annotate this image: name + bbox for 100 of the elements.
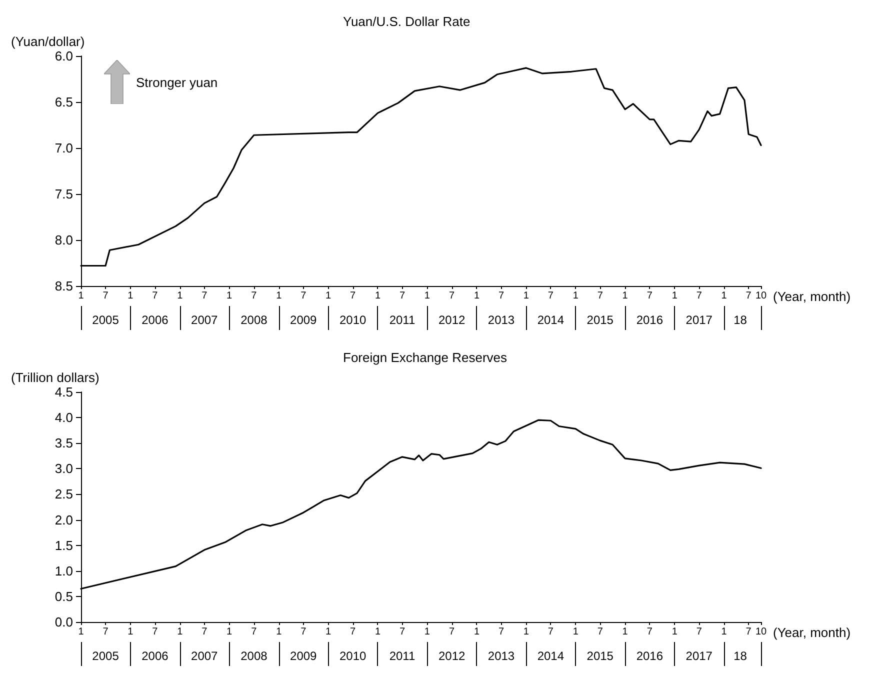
x-tick-label: 1 — [424, 290, 430, 302]
x2-tick-label: 2005 — [92, 649, 120, 663]
x2-tick-label: 2009 — [290, 649, 318, 663]
x-tick-label: 7 — [746, 290, 752, 302]
x2-tick-label: 2005 — [92, 313, 120, 327]
x2-tick-label: 2008 — [240, 313, 268, 327]
x-tick-label: 7 — [548, 290, 554, 302]
x-tick-label: 7 — [597, 626, 604, 638]
x-tick-label: 7 — [646, 290, 653, 302]
x-tick-label: 1 — [424, 626, 430, 638]
x-tick-label: 1 — [721, 290, 728, 302]
x-tick-label: 1 — [622, 290, 628, 302]
x-tick-label: 1 — [474, 626, 480, 638]
x-tick-label: 7 — [498, 290, 504, 302]
x2-tick-label: 2011 — [389, 313, 416, 327]
y-tick-label: 7.0 — [54, 140, 73, 156]
x2-tick-label: 2010 — [339, 313, 366, 327]
x-tick-label: 7 — [350, 626, 356, 638]
x-tick-label: 7 — [498, 626, 504, 638]
x-tick-label: 7 — [202, 626, 208, 638]
x2-tick-label: 2016 — [636, 313, 664, 327]
x-tick-label: 7 — [251, 626, 258, 638]
x2-tick-label: 2013 — [488, 313, 515, 327]
x-tick-label: 1 — [177, 626, 184, 638]
x2-tick-label: 2016 — [636, 649, 664, 663]
x-tick-label: 1 — [572, 290, 579, 302]
x-tick-label: 7 — [746, 626, 752, 638]
x2-tick-label: 2009 — [290, 313, 318, 327]
y-tick-label: 3.5 — [54, 436, 73, 451]
x-tick-label: 7 — [300, 626, 307, 638]
x-tick-label: 7 — [696, 290, 702, 302]
x2-tick-label: 2008 — [240, 649, 268, 663]
x-tick-label: 7 — [449, 626, 456, 638]
chart-title: Foreign Exchange Reserves — [343, 350, 508, 365]
x-tick-label: 1 — [374, 290, 381, 302]
x-tick-label: 10 — [755, 290, 767, 302]
x-tick-label: 7 — [152, 290, 158, 302]
x-tick-label: 1 — [672, 626, 678, 638]
x-tick-label: 1 — [226, 290, 233, 302]
x2-tick-label: 2014 — [537, 649, 564, 663]
x2-tick-label: 2012 — [438, 649, 466, 663]
x-tick-label: 1 — [326, 290, 332, 302]
x-tick-label: 1 — [276, 290, 282, 302]
chart-title: Yuan/U.S. Dollar Rate — [343, 14, 470, 29]
x-axis-title: (Year, month) — [773, 289, 851, 304]
x-tick-label: 7 — [399, 626, 406, 638]
x-tick-label: 7 — [449, 290, 456, 302]
y-tick-label: 8.0 — [54, 232, 73, 248]
x2-tick-label: 2013 — [488, 649, 515, 663]
x-tick-label: 1 — [721, 626, 728, 638]
x-tick-label: 1 — [177, 290, 184, 302]
x2-tick-label: 2014 — [537, 313, 564, 327]
x2-tick-label: 2011 — [389, 649, 416, 663]
y-tick-label: 1.5 — [54, 538, 73, 553]
y-tick-label: 0.5 — [54, 588, 73, 604]
x2-tick-label: 2007 — [191, 649, 218, 663]
x2-tick-label: 2006 — [142, 313, 169, 327]
y-tick-label: 4.0 — [54, 410, 73, 426]
x-tick-label: 7 — [152, 626, 158, 638]
y-tick-label: 4.5 — [54, 384, 73, 400]
y-tick-label: 0.0 — [54, 614, 73, 630]
x-tick-label: 1 — [128, 290, 134, 302]
x-tick-label: 7 — [696, 626, 702, 638]
x-tick-label: 7 — [350, 290, 356, 302]
x2-tick-label: 2015 — [586, 313, 614, 327]
x-tick-label: 7 — [202, 290, 208, 302]
x-tick-label: 1 — [226, 626, 233, 638]
x-tick-label: 1 — [523, 290, 530, 302]
x-tick-label: 1 — [128, 626, 134, 638]
x-tick-label: 7 — [399, 290, 406, 302]
y-tick-label: 6.0 — [54, 48, 73, 64]
x-tick-label: 7 — [646, 626, 653, 638]
y-tick-label: 8.5 — [54, 278, 73, 294]
x-tick-label: 1 — [474, 290, 480, 302]
x-tick-label: 1 — [326, 626, 332, 638]
x-tick-label: 1 — [78, 290, 84, 302]
x2-tick-label: 2015 — [586, 649, 614, 663]
x2-tick-label: 18 — [734, 649, 748, 663]
x2-tick-label: 2012 — [438, 313, 466, 327]
x-tick-label: 1 — [276, 626, 282, 638]
x2-tick-label: 2006 — [142, 649, 169, 663]
y-axis-title: (Yuan/dollar) — [11, 34, 85, 49]
x-tick-label: 7 — [251, 290, 258, 302]
x-tick-label: 7 — [102, 290, 109, 302]
x-tick-label: 1 — [374, 626, 381, 638]
x-tick-label: 1 — [622, 626, 628, 638]
x-axis-title: (Year, month) — [773, 625, 851, 640]
y-tick-label: 2.5 — [54, 486, 73, 502]
x-tick-label: 1 — [523, 626, 530, 638]
x-tick-label: 1 — [672, 290, 678, 302]
x-tick-label: 7 — [548, 626, 554, 638]
y-tick-label: 3.0 — [54, 461, 73, 476]
y-tick-label: 2.0 — [54, 512, 73, 528]
x-tick-label: 1 — [78, 626, 84, 638]
y-tick-label: 6.5 — [54, 94, 73, 110]
x2-tick-label: 18 — [734, 313, 748, 327]
annotation: Stronger yuan — [136, 75, 218, 90]
x-tick-label: 7 — [597, 290, 604, 302]
x-tick-label: 7 — [300, 290, 307, 302]
x2-tick-label: 2017 — [686, 313, 713, 327]
